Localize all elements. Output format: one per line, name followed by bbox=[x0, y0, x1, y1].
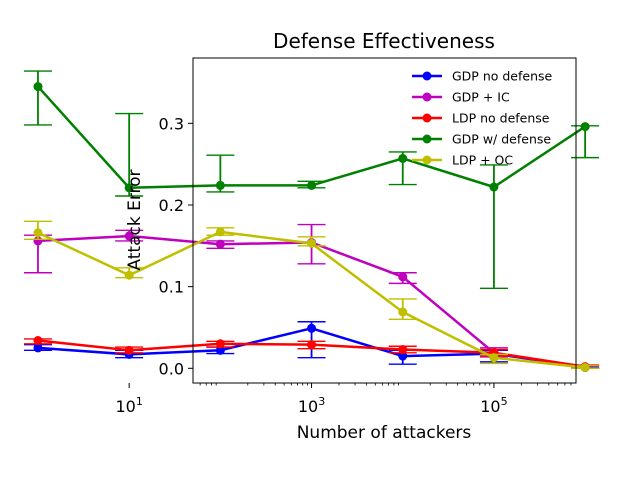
legend-entry: LDP no defense bbox=[412, 111, 550, 126]
legend-marker bbox=[422, 134, 432, 144]
data-point bbox=[124, 231, 134, 241]
y-axis-label: Attack Error bbox=[125, 169, 145, 270]
data-point bbox=[215, 227, 225, 237]
data-point bbox=[580, 362, 590, 372]
legend-label: LDP + OC bbox=[452, 153, 513, 168]
legend-entry: GDP w/ defense bbox=[412, 132, 551, 147]
legend-marker bbox=[422, 92, 432, 102]
data-point bbox=[124, 270, 134, 280]
data-point bbox=[398, 307, 408, 317]
y-tick-label: 0.0 bbox=[159, 359, 184, 378]
data-point bbox=[215, 239, 225, 249]
data-point bbox=[33, 343, 43, 353]
legend-marker bbox=[422, 113, 432, 123]
x-tick-label: 105 bbox=[480, 395, 507, 416]
legend-label: GDP no defense bbox=[452, 69, 553, 84]
legend-entry: GDP no defense bbox=[412, 69, 553, 84]
data-point bbox=[580, 122, 590, 132]
data-point bbox=[398, 345, 408, 355]
y-tick-label: 0.3 bbox=[159, 114, 184, 133]
data-point bbox=[215, 180, 225, 190]
data-point bbox=[215, 345, 225, 355]
legend-label: GDP w/ defense bbox=[452, 132, 551, 147]
data-point bbox=[307, 323, 317, 333]
legend-label: GDP + IC bbox=[452, 90, 510, 105]
data-point bbox=[489, 353, 499, 363]
x-tick-label: 103 bbox=[298, 395, 325, 416]
data-point bbox=[489, 182, 499, 192]
data-point bbox=[307, 238, 317, 248]
x-tick-label: 101 bbox=[115, 395, 142, 416]
legend-marker bbox=[422, 155, 432, 165]
legend-entry: GDP + IC bbox=[412, 90, 510, 105]
data-point bbox=[215, 339, 225, 349]
data-point bbox=[33, 228, 43, 238]
data-point bbox=[398, 272, 408, 282]
data-point bbox=[124, 345, 134, 355]
axes: 0.0 0.1 0.2 0.3 101 103 105 bbox=[115, 114, 572, 416]
y-tick-label: 0.1 bbox=[159, 278, 184, 297]
chart-title: Defense Effectiveness bbox=[273, 29, 495, 53]
data-point bbox=[33, 82, 43, 92]
plot-frame bbox=[192, 57, 577, 384]
data-point bbox=[124, 183, 134, 193]
data-point bbox=[307, 340, 317, 350]
data-point bbox=[398, 153, 408, 163]
series-4 bbox=[23, 220, 600, 372]
legend-entry: LDP + OC bbox=[412, 153, 513, 168]
series-3 bbox=[23, 70, 600, 289]
x-axis-label: Number of attackers bbox=[297, 423, 472, 443]
y-tick-label: 0.2 bbox=[159, 196, 184, 215]
legend-label: LDP no defense bbox=[452, 111, 550, 126]
data-point bbox=[398, 351, 408, 361]
legend: GDP no defense GDP + IC LDP no defense GDP … bbox=[412, 69, 553, 168]
legend-marker bbox=[422, 71, 432, 81]
plot-area bbox=[23, 70, 600, 372]
data-point bbox=[33, 336, 43, 346]
data-point bbox=[307, 180, 317, 190]
